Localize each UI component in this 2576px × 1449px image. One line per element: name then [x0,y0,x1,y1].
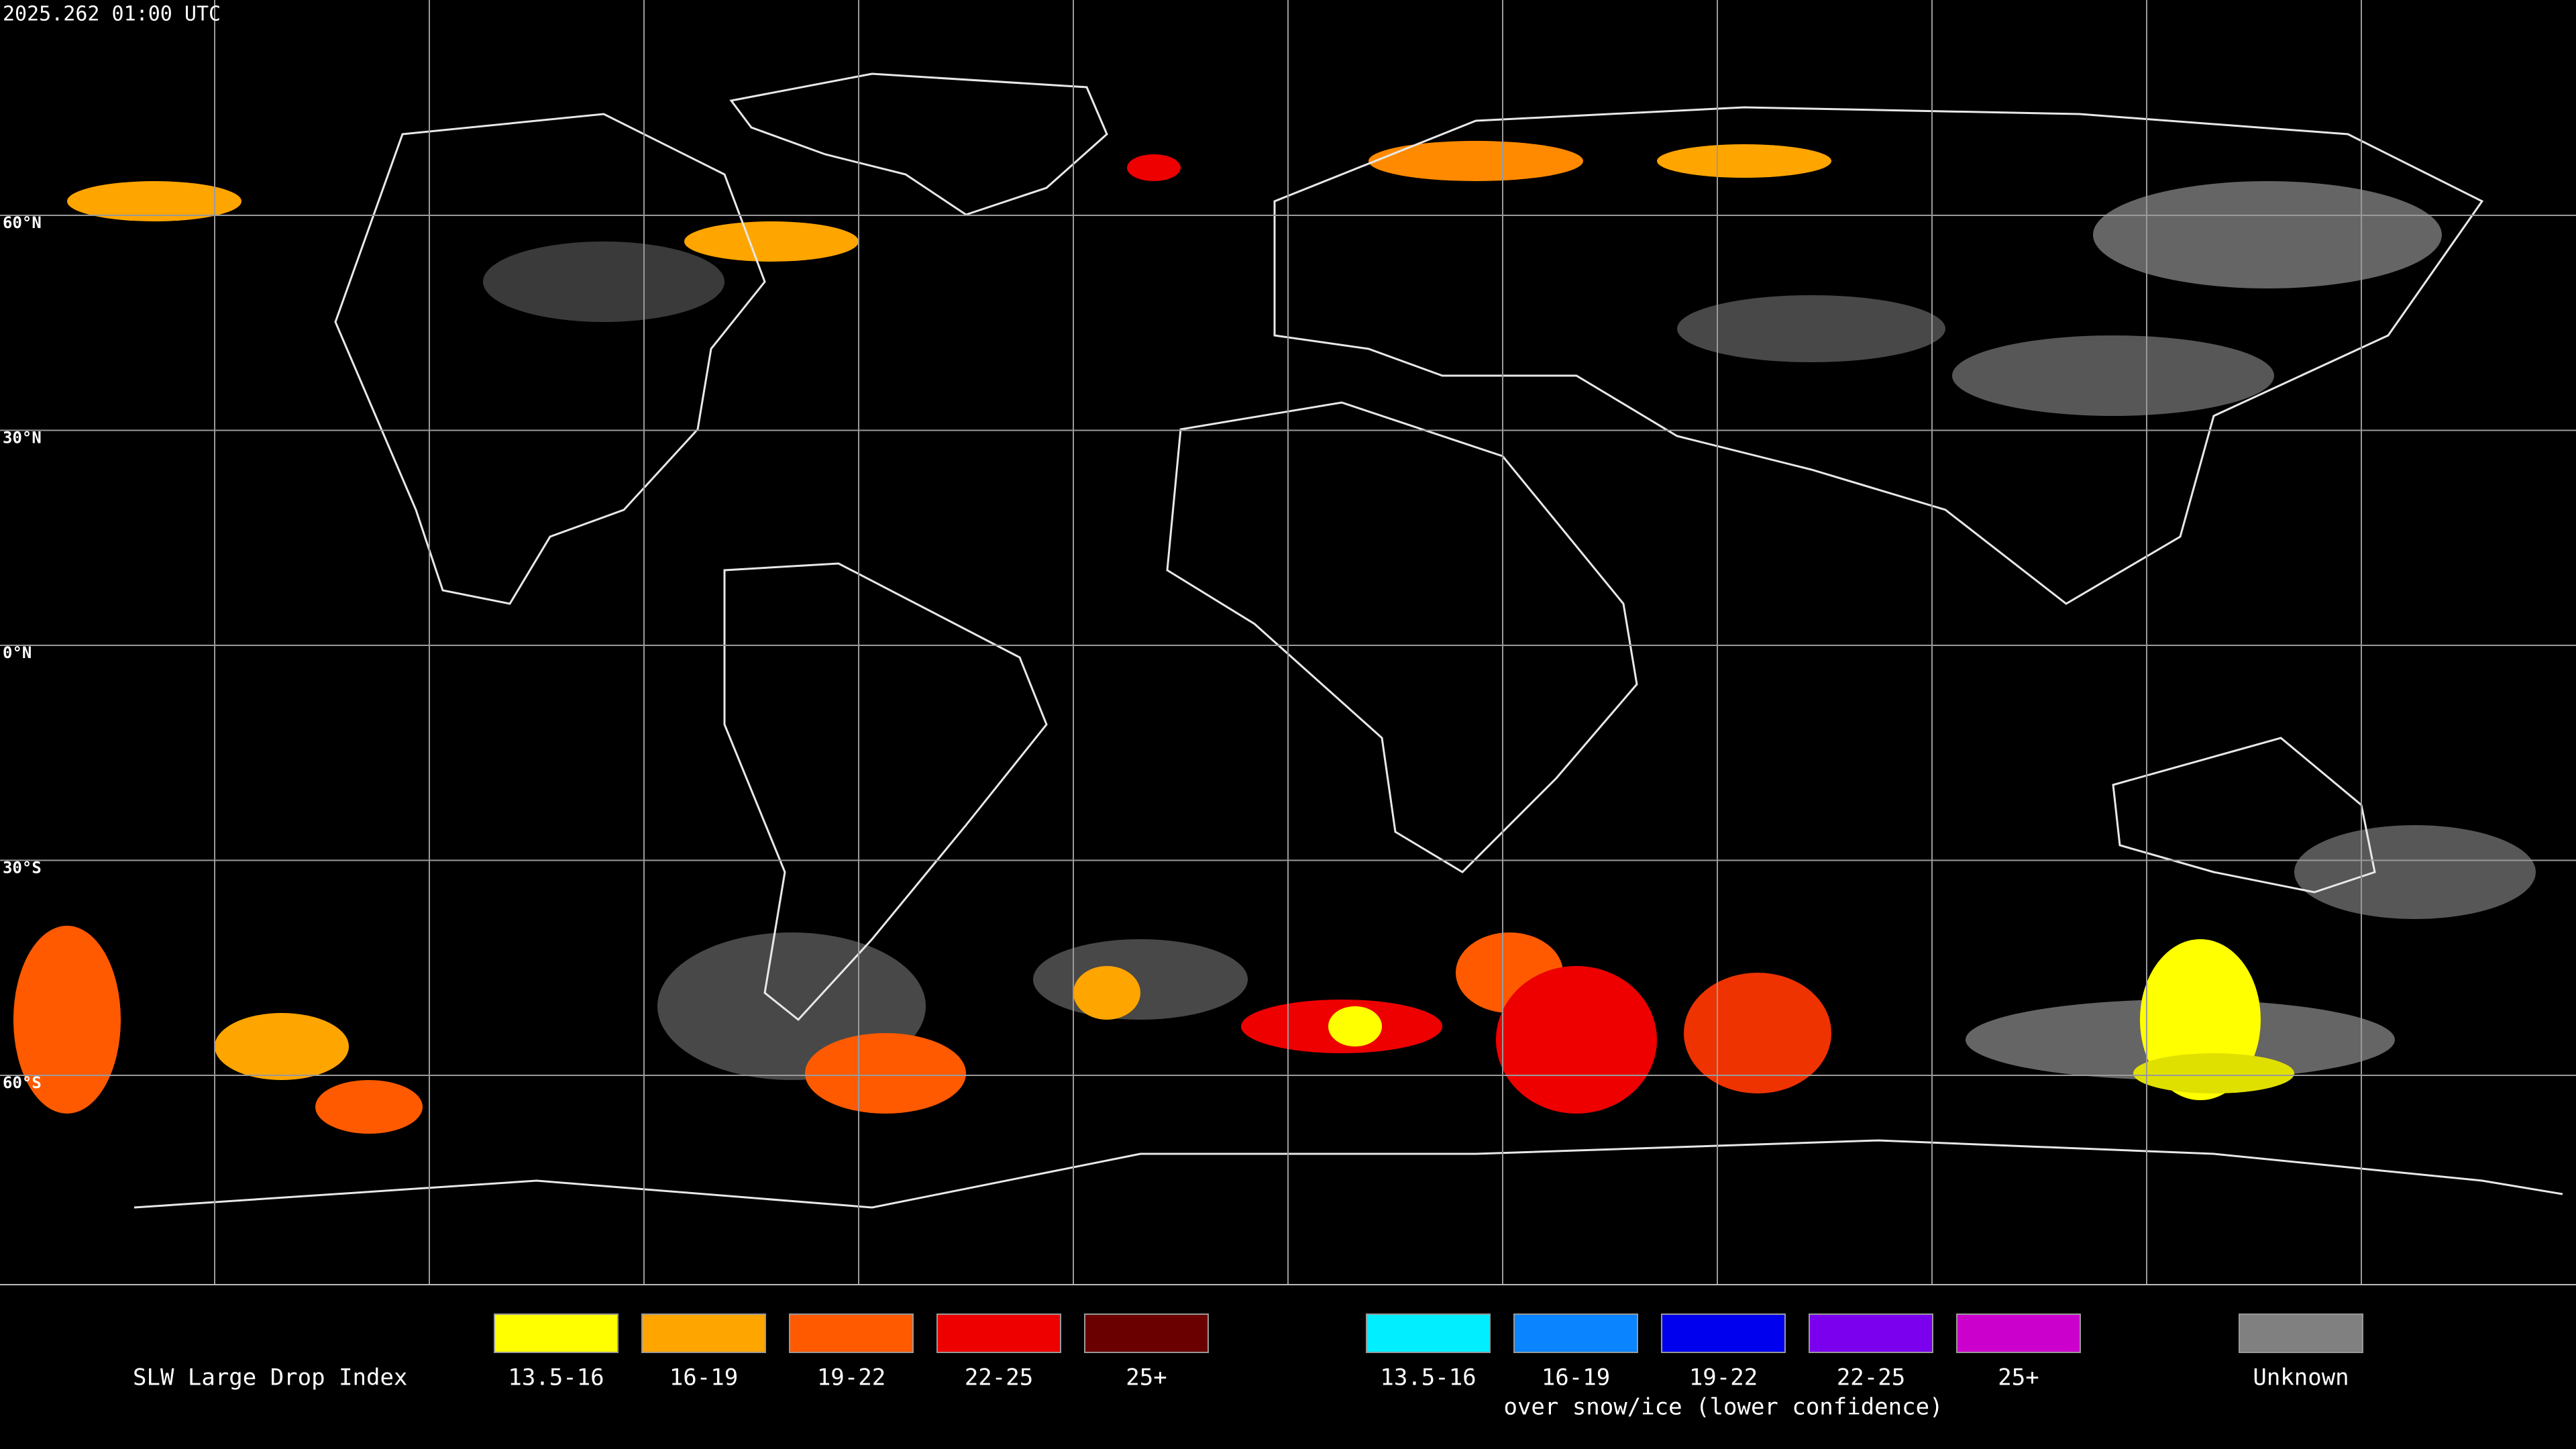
legend-swatch [1809,1313,1933,1353]
legend-label: Unknown [2253,1364,2349,1391]
legend-title: SLW Large Drop Index [133,1364,407,1391]
legend-swatch [936,1313,1061,1353]
legend-label: 22-25 [965,1364,1033,1391]
legend-label: 13.5-16 [1380,1364,1476,1391]
latitude-label: 60°S [3,1073,42,1092]
legend-label: 13.5-16 [508,1364,604,1391]
coastlines [133,72,2563,1209]
latitude-label: 30°N [3,429,42,447]
legend-label: 19-22 [1689,1364,1758,1391]
graticule [0,0,2576,1285]
latitude-label: 60°N [3,213,42,232]
timestamp: 2025.262 01:00 UTC [3,3,221,26]
latitude-label: 0°N [3,643,32,662]
legend-swatch [1084,1313,1209,1353]
legend-label: 16-19 [669,1364,738,1391]
large-drop-fields [13,141,2294,1134]
latitude-labels: 60°N 30°N 0°N 30°S 60°S [3,213,42,1092]
snow-ice-caption: over snow/ice (lower confidence) [1503,1394,1943,1421]
legend-swatch [494,1313,619,1353]
legend-swatch [1956,1313,2081,1353]
legend-swatch [1661,1313,1786,1353]
legend-swatch [1366,1313,1491,1353]
legend-swatch [789,1313,914,1353]
legend-label: 19-22 [817,1364,885,1391]
legend-label: 16-19 [1542,1364,1610,1391]
legend: SLW Large Drop Index over snow/ice (lowe… [133,1313,2363,1421]
legend-swatch [2239,1313,2363,1353]
legend-swatch [1513,1313,1638,1353]
latitude-label: 30°S [3,859,42,877]
legend-label: 22-25 [1837,1364,1905,1391]
legend-swatch [641,1313,766,1353]
legend-label: 25+ [1998,1364,2039,1391]
legend-label: 25+ [1126,1364,1167,1391]
